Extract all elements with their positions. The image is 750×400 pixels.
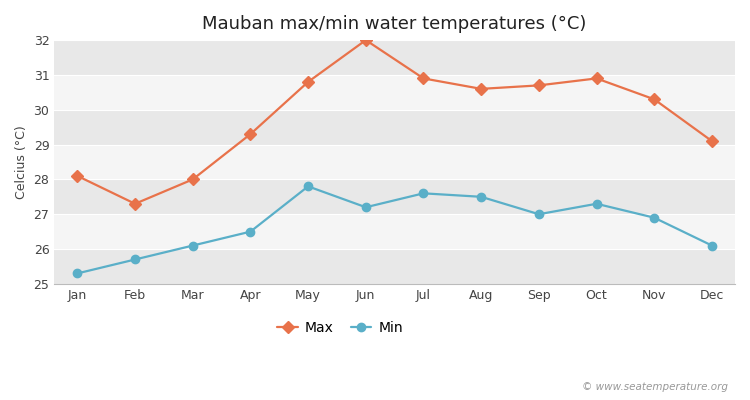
Min (419, 191, 428, 196)
Bar (54, 249, 735, 284)
Bar (54, 40, 735, 75)
Min (73, 271, 82, 276)
Min (650, 215, 658, 220)
Bar (54, 144, 735, 179)
Line: Min: Min (74, 182, 716, 278)
Min (707, 243, 716, 248)
Max (534, 83, 543, 88)
Max (419, 76, 428, 81)
Max (592, 76, 601, 81)
Max (130, 201, 140, 206)
Min (592, 201, 601, 206)
Text: © www.seatemperature.org: © www.seatemperature.org (581, 382, 728, 392)
Min (304, 184, 313, 189)
Title: Mauban max/min water temperatures (°C): Mauban max/min water temperatures (°C) (202, 15, 586, 33)
Max (707, 139, 716, 144)
Max (650, 97, 658, 102)
Y-axis label: Celcius (°C): Celcius (°C) (15, 125, 28, 199)
Max (362, 38, 370, 42)
Max (188, 177, 197, 182)
Bar (54, 75, 735, 110)
Bar (54, 110, 735, 144)
Min (477, 194, 486, 199)
Min (246, 229, 255, 234)
Bar (54, 214, 735, 249)
Bar (54, 179, 735, 214)
Min (534, 212, 543, 217)
Min (130, 257, 140, 262)
Max (477, 86, 486, 91)
Line: Max: Max (74, 36, 716, 208)
Min (188, 243, 197, 248)
Max (246, 132, 255, 136)
Max (304, 80, 313, 84)
Max (73, 174, 82, 178)
Legend: Max, Min: Max, Min (272, 315, 409, 340)
Min (362, 205, 370, 210)
